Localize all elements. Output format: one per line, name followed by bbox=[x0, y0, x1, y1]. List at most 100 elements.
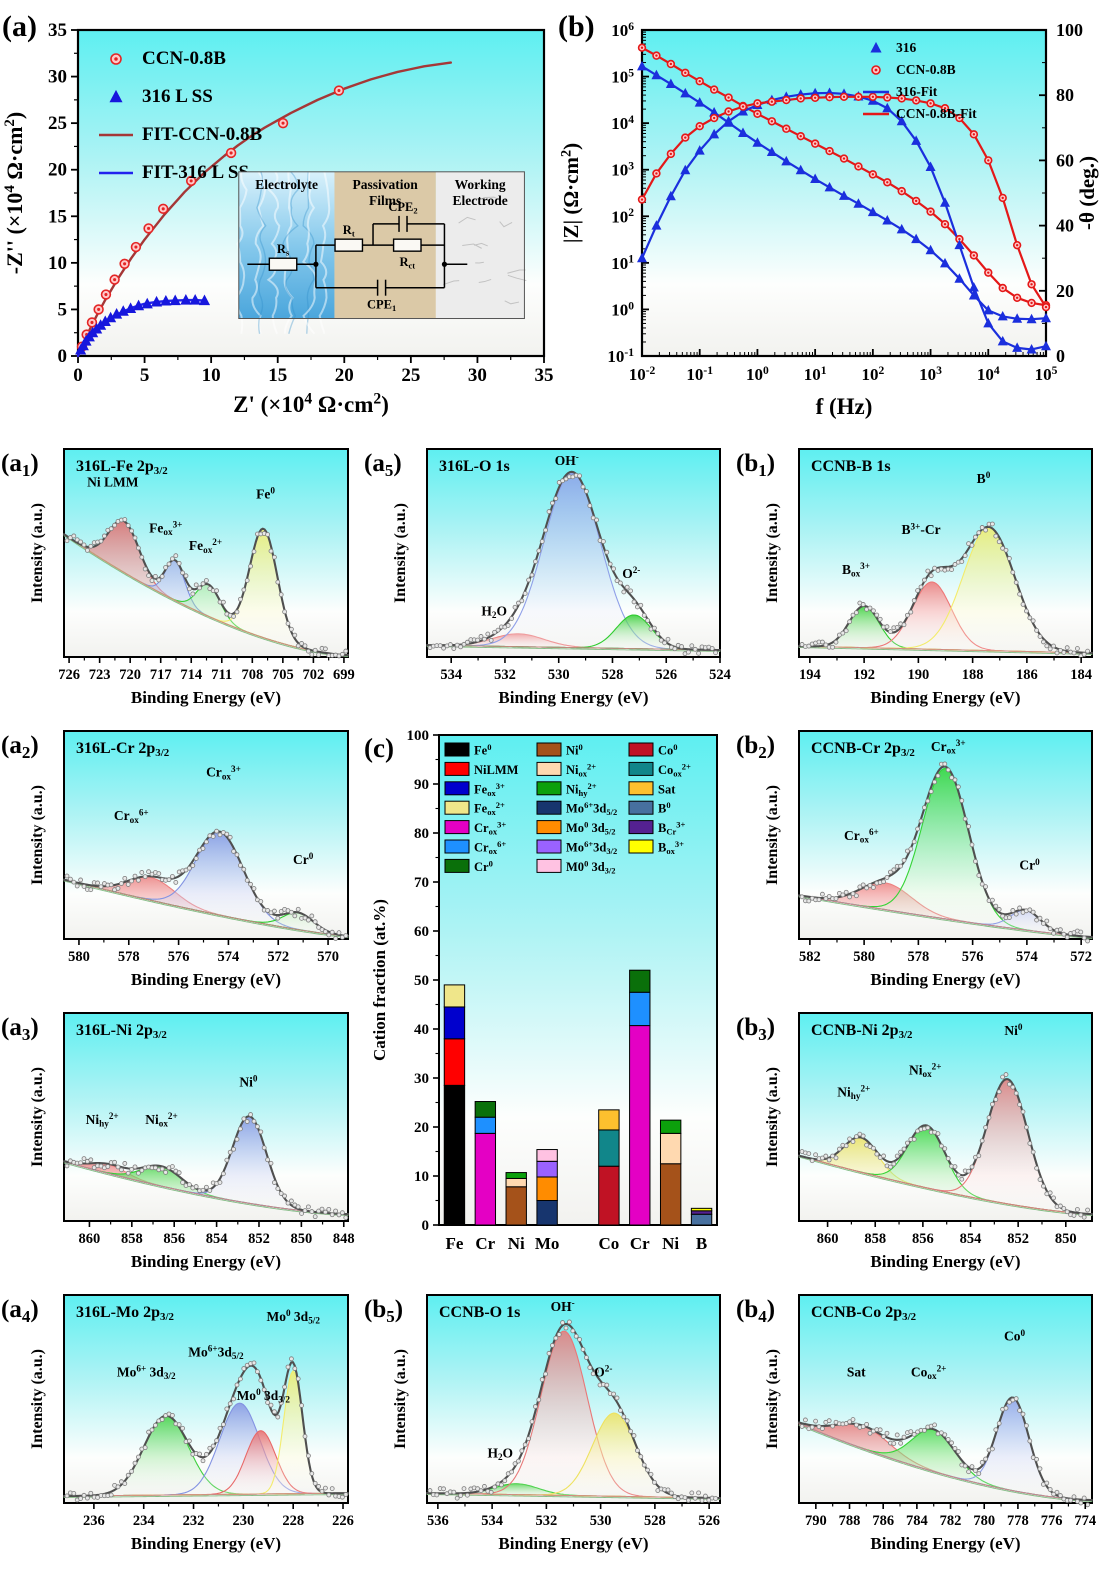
svg-text:Box3+: Box3+ bbox=[658, 839, 684, 856]
svg-text:(a): (a) bbox=[2, 10, 37, 43]
svg-text:316L-O 1s: 316L-O 1s bbox=[439, 458, 510, 475]
svg-text:100: 100 bbox=[746, 364, 769, 384]
svg-text:CPE1: CPE1 bbox=[367, 298, 396, 314]
panel-xps-316l-o: H2O OH- O2- 534 532 530 528 526 524 Binding Energ… bbox=[363, 441, 734, 723]
svg-text:Co0: Co0 bbox=[658, 742, 678, 758]
svg-text:10: 10 bbox=[414, 1169, 429, 1185]
svg-text:15: 15 bbox=[48, 206, 67, 227]
svg-text:NiLMM: NiLMM bbox=[474, 763, 519, 777]
bar-segment bbox=[443, 1038, 466, 1086]
svg-text:Rct: Rct bbox=[399, 255, 415, 271]
bar-segment bbox=[443, 984, 466, 1008]
svg-text:Binding Energy (eV): Binding Energy (eV) bbox=[498, 1534, 648, 1553]
xps-chart-a4: Mo6+ 3d3/2 Mo6+3d5/2 Mo0 3d3/2 Mo0 3d5/2 236… bbox=[1, 1294, 354, 1553]
svg-text:316L-Cr 2p3/2: 316L-Cr 2p3/2 bbox=[76, 740, 169, 759]
svg-text:Niox2+: Niox2+ bbox=[909, 1062, 941, 1080]
svg-text:578: 578 bbox=[907, 949, 929, 965]
svg-text:50: 50 bbox=[414, 973, 429, 989]
svg-text:CCNB-Co 2p3/2: CCNB-Co 2p3/2 bbox=[811, 1304, 916, 1323]
svg-text:105: 105 bbox=[1035, 364, 1058, 384]
svg-text:B: B bbox=[696, 1234, 707, 1253]
svg-text:Cr0: Cr0 bbox=[1019, 857, 1040, 873]
svg-text:576: 576 bbox=[168, 949, 190, 965]
svg-text:f (Hz): f (Hz) bbox=[816, 394, 873, 419]
panel-xps-ccnb-b: Box3+ B3+-Cr B0 194 192 190 188 186 184 Binding E… bbox=[735, 441, 1106, 723]
svg-text:194: 194 bbox=[799, 667, 821, 683]
bar-segment bbox=[443, 1006, 466, 1040]
svg-text:Rt: Rt bbox=[343, 223, 355, 239]
svg-text:Ni0: Ni0 bbox=[1004, 1022, 1023, 1038]
svg-text:780: 780 bbox=[973, 1513, 995, 1529]
svg-text:858: 858 bbox=[121, 1231, 143, 1247]
svg-text:Electrolyte: Electrolyte bbox=[255, 177, 318, 192]
svg-text:856: 856 bbox=[912, 1231, 934, 1247]
svg-text:Coox2+: Coox2+ bbox=[911, 1363, 946, 1381]
svg-text:BCr3+: BCr3+ bbox=[658, 820, 686, 837]
bar-segment bbox=[598, 1165, 620, 1226]
svg-text:80: 80 bbox=[1056, 85, 1074, 105]
svg-text:788: 788 bbox=[839, 1513, 861, 1529]
svg-text:572: 572 bbox=[267, 949, 289, 965]
panel-xps-ccnb-co: Sat Coox2+ Co0 790 788 786 784 782 780 778 776 774 B… bbox=[735, 1287, 1106, 1569]
svg-text:Co: Co bbox=[598, 1234, 619, 1253]
svg-text:(b3): (b3) bbox=[736, 1014, 775, 1044]
panel-xps-316l-ni: Nihy2+ Niox2+ Ni0 860 858 856 854 852 850 848 Bind… bbox=[0, 1005, 362, 1287]
svg-text:Intensity (a.u.): Intensity (a.u.) bbox=[29, 1067, 46, 1167]
svg-text:40: 40 bbox=[1056, 216, 1074, 236]
svg-text:Intensity (a.u.): Intensity (a.u.) bbox=[764, 1067, 781, 1167]
svg-text:(b1): (b1) bbox=[736, 450, 775, 480]
xps-chart-a2: Crox6+ Crox3+ Cr0 580 578 576 574 572 570 Binding… bbox=[1, 730, 350, 989]
svg-text:30: 30 bbox=[414, 1071, 429, 1087]
svg-text:102: 102 bbox=[611, 206, 634, 226]
svg-text:852: 852 bbox=[1007, 1231, 1029, 1247]
svg-text:230: 230 bbox=[232, 1513, 254, 1529]
svg-text:234: 234 bbox=[133, 1513, 155, 1529]
svg-text:CCN-0.8B: CCN-0.8B bbox=[896, 62, 956, 77]
svg-text:188: 188 bbox=[962, 667, 984, 683]
svg-text:316: 316 bbox=[896, 40, 917, 55]
svg-text:Cr0: Cr0 bbox=[474, 858, 493, 874]
svg-text:25: 25 bbox=[48, 113, 67, 134]
svg-text:40: 40 bbox=[414, 1022, 429, 1038]
svg-text:Fe0: Fe0 bbox=[256, 486, 275, 502]
svg-text:Rs: Rs bbox=[277, 242, 290, 258]
svg-text:(a2): (a2) bbox=[1, 732, 39, 762]
svg-text:Cation fraction (at.%): Cation fraction (at.%) bbox=[370, 899, 389, 1061]
svg-text:20: 20 bbox=[414, 1120, 429, 1136]
svg-text:316-Fit: 316-Fit bbox=[896, 84, 938, 99]
svg-text:20: 20 bbox=[335, 365, 354, 386]
svg-text:576: 576 bbox=[962, 949, 984, 965]
svg-text:10: 10 bbox=[202, 365, 221, 386]
svg-text:35: 35 bbox=[48, 20, 67, 41]
svg-text:Films: Films bbox=[369, 193, 401, 208]
svg-text:Sat: Sat bbox=[847, 1364, 866, 1379]
svg-text:Feox2+: Feox2+ bbox=[189, 537, 222, 555]
bar-segment bbox=[474, 1116, 497, 1134]
svg-text:Binding Energy (eV): Binding Energy (eV) bbox=[131, 1252, 281, 1271]
svg-text:103: 103 bbox=[919, 364, 942, 384]
svg-text:848: 848 bbox=[333, 1231, 355, 1247]
svg-text:774: 774 bbox=[1074, 1513, 1096, 1529]
bar-segment bbox=[629, 1025, 651, 1226]
svg-text:Co0: Co0 bbox=[1004, 1328, 1026, 1344]
bar-segment bbox=[690, 1207, 713, 1212]
svg-text:5: 5 bbox=[58, 299, 68, 320]
panel-xps-ccnb-cr: Crox6+ Crox3+ Cr0 582 580 578 576 574 572 Binding… bbox=[735, 723, 1106, 1005]
svg-text:Mo0 3d5/2: Mo0 3d5/2 bbox=[566, 820, 616, 837]
svg-text:100: 100 bbox=[1056, 20, 1083, 40]
svg-text:30: 30 bbox=[48, 67, 67, 88]
svg-text:Crox6+: Crox6+ bbox=[474, 839, 506, 856]
xps-chart-a1: Ni LMM Feox3+ Feox2+ Fe0 726 723 720 717 714 711 7… bbox=[1, 448, 355, 707]
svg-text:101: 101 bbox=[611, 253, 634, 273]
svg-text:(c): (c) bbox=[364, 733, 394, 763]
svg-text:530: 530 bbox=[590, 1513, 612, 1529]
svg-text:Mo6+3d5/2: Mo6+3d5/2 bbox=[188, 1344, 244, 1362]
svg-text:316L-Ni 2p3/2: 316L-Ni 2p3/2 bbox=[76, 1022, 167, 1041]
bar-segment bbox=[536, 1176, 558, 1202]
svg-text:Mo6+ 3d3/2: Mo6+ 3d3/2 bbox=[117, 1363, 176, 1381]
svg-text:Binding Energy (eV): Binding Energy (eV) bbox=[870, 1534, 1020, 1553]
svg-text:236: 236 bbox=[83, 1513, 105, 1529]
svg-text:852: 852 bbox=[248, 1231, 270, 1247]
panel-xps-316l-fe: Ni LMM Feox3+ Feox2+ Fe0 726 723 720 717 714 711 7… bbox=[0, 441, 362, 723]
svg-text:106: 106 bbox=[611, 20, 634, 40]
